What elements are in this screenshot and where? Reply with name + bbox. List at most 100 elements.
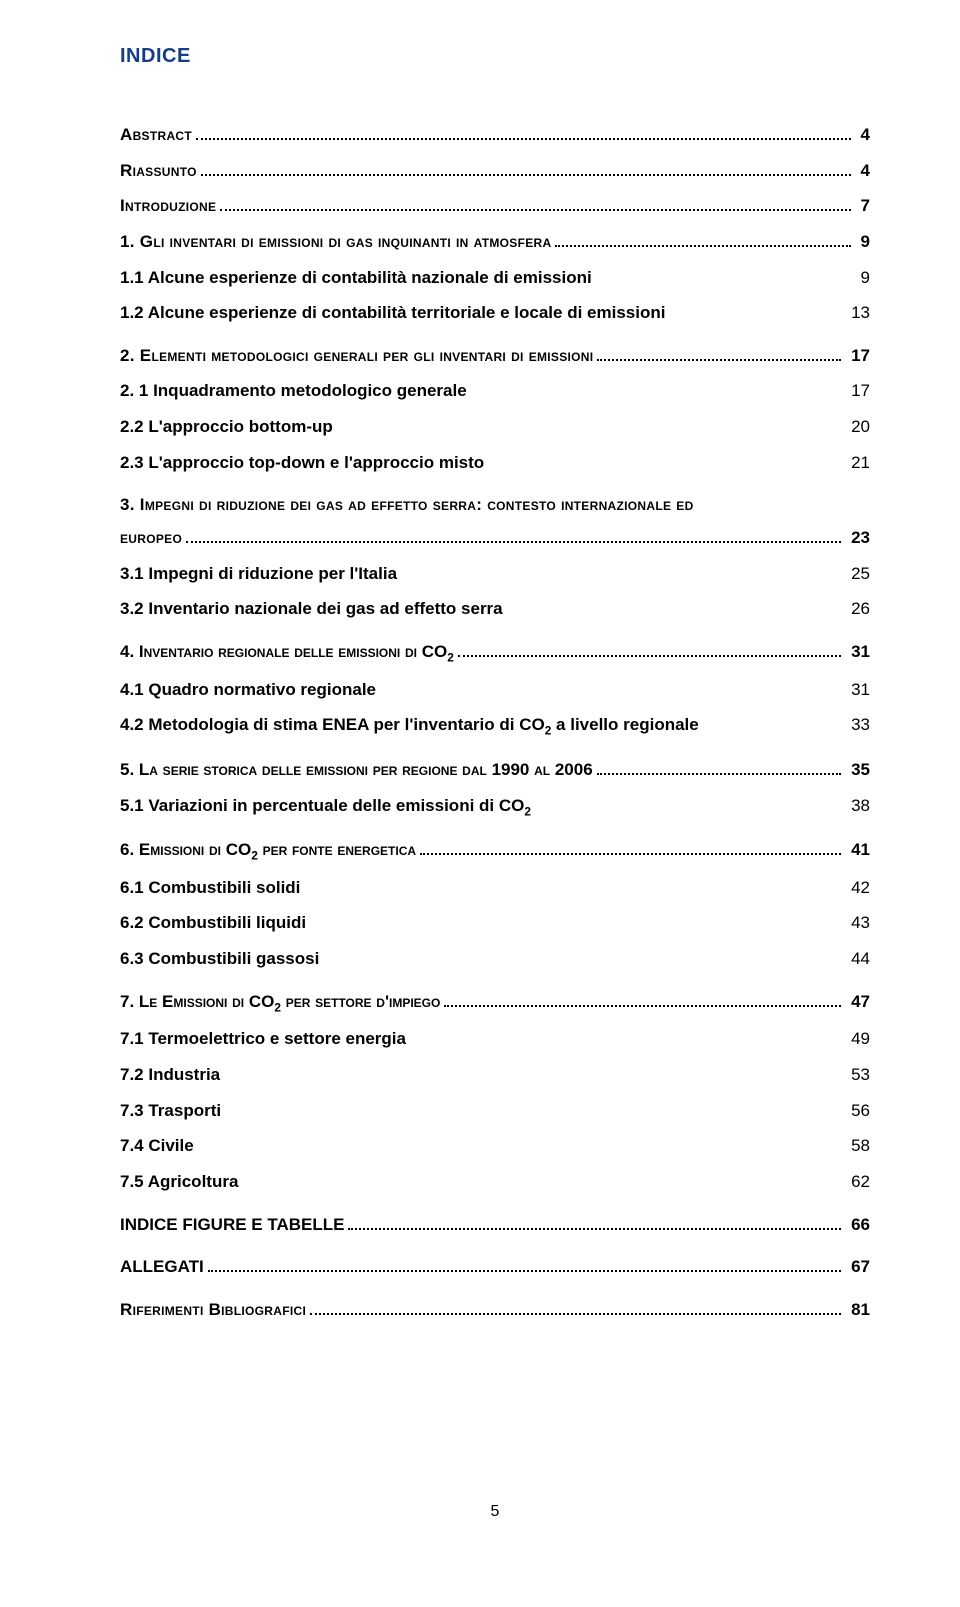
toc-leader-dots [220, 196, 850, 211]
toc-entry: 7.5 Agricoltura 62 [120, 1170, 870, 1195]
toc-entry-label: 7.5 Agricoltura [120, 1170, 238, 1195]
toc-entry: 6.3 Combustibili gassosi 44 [120, 947, 870, 972]
toc-entry-page: 44 [842, 947, 870, 972]
toc-entry: 4.1 Quadro normativo regionale 31 [120, 678, 870, 703]
toc-entry-page: 62 [842, 1170, 870, 1195]
toc-entry-label: 2. 1 Inquadramento metodologico generale [120, 379, 467, 404]
toc-entry-label: 5. La serie storica delle emissioni per … [120, 758, 593, 783]
toc-entry: Riferimenti Bibliografici 81 [120, 1298, 870, 1323]
toc-entry-label: Abstract [120, 123, 192, 148]
toc-entry-page: 58 [842, 1134, 870, 1159]
toc-entry: 7.3 Trasporti 56 [120, 1099, 870, 1124]
toc-entry-label: ALLEGATI [120, 1255, 204, 1280]
toc-entry-page: 20 [842, 415, 870, 440]
toc-entry-page: 13 [842, 301, 870, 326]
toc-leader-dots [310, 1300, 841, 1315]
toc-entry-label: 3.1 Impegni di riduzione per l'Italia [120, 562, 397, 587]
toc-leader-dots [597, 346, 841, 361]
toc-entry: 7.4 Civile 58 [120, 1134, 870, 1159]
toc-entry-label: 7.3 Trasporti [120, 1099, 221, 1124]
toc-entry-label: 1.1 Alcune esperienze di contabilità naz… [120, 266, 592, 291]
toc-entry-page: 42 [842, 876, 870, 901]
toc-entry: 2. 1 Inquadramento metodologico generale… [120, 379, 870, 404]
toc-entry: 3.2 Inventario nazionale dei gas ad effe… [120, 597, 870, 622]
toc-entry-label: 7.1 Termoelettrico e settore energia [120, 1027, 406, 1052]
toc-leader-dots [597, 760, 841, 775]
toc-entry: 5.1 Variazioni in percentuale delle emis… [120, 794, 870, 821]
toc-entry-label: Riferimenti Bibliografici [120, 1298, 306, 1323]
toc-entry-page: 17 [847, 344, 870, 369]
toc-entry-page: 23 [847, 526, 870, 551]
toc-entry-page: 53 [842, 1063, 870, 1088]
toc-entry: 5. La serie storica delle emissioni per … [120, 758, 870, 783]
page-number-footer: 5 [120, 1503, 870, 1521]
toc-entry-label: 1.2 Alcune esperienze di contabilità ter… [120, 301, 665, 326]
toc-entry-page: 26 [842, 597, 870, 622]
toc-entry: Abstract 4 [120, 123, 870, 148]
toc-entry: 4. Inventario regionale delle emissioni … [120, 640, 870, 667]
toc-entry: 1.1 Alcune esperienze di contabilità naz… [120, 266, 870, 291]
toc-entry-label: 1. Gli inventari di emissioni di gas inq… [120, 230, 551, 255]
toc-entry-label: 2.3 L'approccio top-down e l'approccio m… [120, 451, 484, 476]
toc-entry-label: Introduzione [120, 194, 216, 219]
toc-entry-label: 3.2 Inventario nazionale dei gas ad effe… [120, 597, 503, 622]
toc-entry: 2.2 L'approccio bottom-up20 [120, 415, 870, 440]
toc-entry: 6. Emissioni di CO2 per fonte energetica… [120, 838, 870, 865]
toc-entry: 4.2 Metodologia di stima ENEA per l'inve… [120, 713, 870, 740]
toc-entry-page: 31 [847, 640, 870, 665]
toc-entry-label: 6.2 Combustibili liquidi [120, 911, 306, 936]
toc-entry-page: 31 [842, 678, 870, 703]
toc-entry: 7.2 Industria53 [120, 1063, 870, 1088]
toc-entry-label: Riassunto [120, 159, 197, 184]
toc-leader-dots [444, 991, 841, 1006]
toc-entry: 2.3 L'approccio top-down e l'approccio m… [120, 451, 870, 476]
toc-leader-dots [196, 125, 851, 140]
toc-entry-page: 35 [847, 758, 870, 783]
toc-entry-page: 7 [857, 194, 870, 219]
toc-entry: 7.1 Termoelettrico e settore energia 49 [120, 1027, 870, 1052]
toc-entry: 3.1 Impegni di riduzione per l'Italia 25 [120, 562, 870, 587]
toc-entry-label: 5.1 Variazioni in percentuale delle emis… [120, 794, 531, 821]
toc-entry: 6.2 Combustibili liquidi 43 [120, 911, 870, 936]
toc-entry-page: 25 [842, 562, 870, 587]
toc-entry-page: 49 [842, 1027, 870, 1052]
toc-entry: INDICE FIGURE E TABELLE66 [120, 1213, 870, 1238]
toc-leader-dots [208, 1257, 841, 1272]
toc-entry-page: 81 [847, 1298, 870, 1323]
toc-list: Abstract 4 Riassunto 4 Introduzione 7 1. Gli i… [120, 123, 870, 1323]
toc-entry-page: 41 [847, 838, 870, 863]
toc-entry-label: 4. Inventario regionale delle emissioni … [120, 640, 454, 667]
toc-entry: 1.2 Alcune esperienze di contabilità ter… [120, 301, 870, 326]
toc-entry-label: 6. Emissioni di CO2 per fonte energetica [120, 838, 416, 865]
toc-entry-page: 21 [842, 451, 870, 476]
toc-entry: 1. Gli inventari di emissioni di gas inq… [120, 230, 870, 255]
toc-entry-page: 9 [857, 230, 870, 255]
toc-entry: 6.1 Combustibili solidi42 [120, 876, 870, 901]
toc-leader-dots [201, 160, 851, 175]
toc-entry-label: 4.2 Metodologia di stima ENEA per l'inve… [120, 713, 699, 740]
toc-entry-label: europeo [120, 526, 182, 551]
toc-entry-page: 66 [847, 1213, 870, 1238]
toc-entry-label: 7.4 Civile [120, 1134, 194, 1159]
toc-leader-dots [420, 840, 841, 855]
toc-entry-label: 3. Impegni di riduzione dei gas ad effet… [120, 493, 694, 518]
toc-entry-page: 67 [847, 1255, 870, 1280]
toc-entry-page: 17 [842, 379, 870, 404]
toc-entry-page: 4 [857, 159, 870, 184]
toc-entry-page: 43 [842, 911, 870, 936]
toc-entry: ALLEGATI 67 [120, 1255, 870, 1280]
toc-entry: 2. Elementi metodologici generali per gl… [120, 344, 870, 369]
toc-leader-dots [458, 642, 841, 657]
toc-entry-page: 4 [857, 123, 870, 148]
toc-entry-label: 2. Elementi metodologici generali per gl… [120, 344, 593, 369]
toc-entry-label: 4.1 Quadro normativo regionale [120, 678, 376, 703]
toc-entry-label: 6.3 Combustibili gassosi [120, 947, 319, 972]
toc-entry-page: 38 [842, 794, 870, 819]
toc-entry-page: 9 [842, 266, 870, 291]
toc-entry: Riassunto 4 [120, 159, 870, 184]
toc-leader-dots [555, 232, 850, 247]
toc-leader-dots [348, 1214, 841, 1229]
toc-entry-page: 56 [842, 1099, 870, 1124]
toc-title: INDICE [120, 45, 870, 68]
toc-entry: 7. Le Emissioni di CO2 per settore d'imp… [120, 990, 870, 1017]
